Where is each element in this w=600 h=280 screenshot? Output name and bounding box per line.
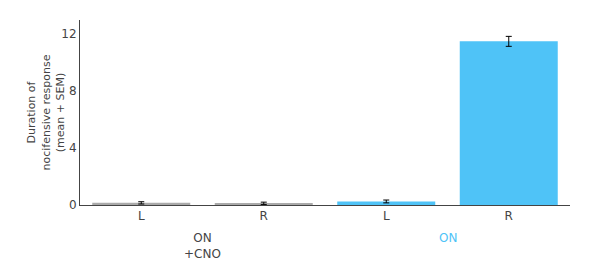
svg-text:ON: ON	[439, 231, 457, 245]
svg-text:L: L	[138, 209, 145, 223]
svg-text:8: 8	[69, 84, 77, 98]
svg-text:L: L	[383, 209, 390, 223]
svg-text:12: 12	[61, 27, 76, 41]
svg-text:0: 0	[69, 198, 77, 212]
svg-text:ON+CNO: ON+CNO	[184, 231, 221, 261]
svg-text:R: R	[505, 209, 513, 223]
svg-text:4: 4	[69, 141, 77, 155]
svg-text:R: R	[260, 209, 268, 223]
svg-text:Duration ofnocifensive respons: Duration ofnocifensive response(mean + S…	[25, 54, 67, 170]
